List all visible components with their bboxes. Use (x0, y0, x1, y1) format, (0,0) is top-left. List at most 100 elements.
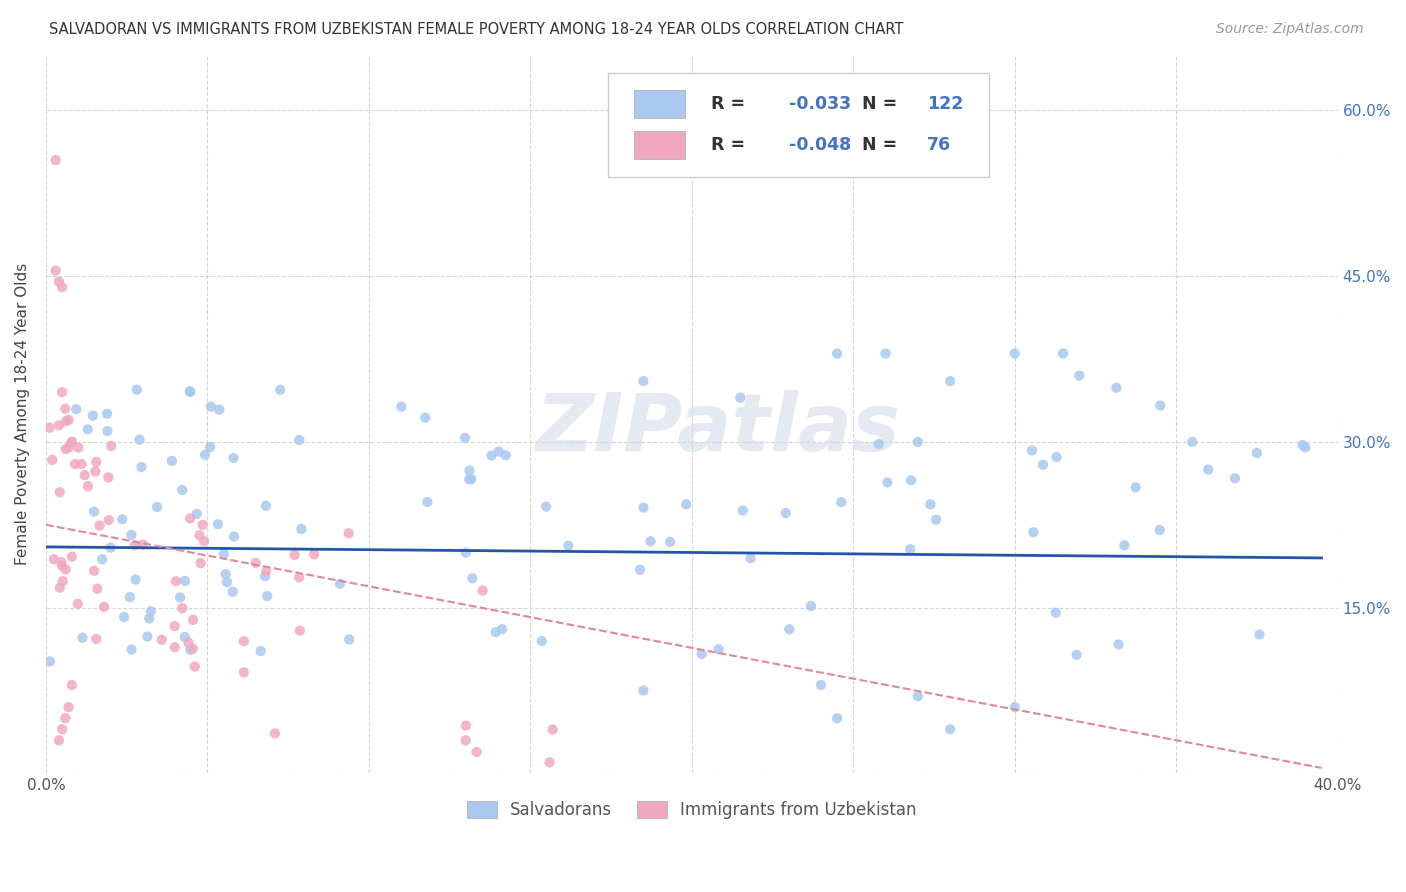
Point (51, 280, 73, 294)
Point (160, 454, 183, 468)
Point (830, 495, 852, 509)
Text: Source: ZipAtlas.com: Source: ZipAtlas.com (1216, 22, 1364, 37)
Point (53, 401, 76, 416)
Point (925, 513, 948, 527)
Point (876, 475, 898, 490)
Point (179, 511, 201, 525)
Point (212, 547, 235, 561)
Point (215, 575, 238, 590)
Point (264, 726, 287, 740)
Point (1291, 438, 1313, 452)
Point (245, 556, 267, 570)
Point (58, 700, 80, 714)
Point (454, 733, 477, 747)
Text: 76: 76 (927, 136, 950, 154)
Point (232, 665, 254, 680)
Point (67, 441, 90, 455)
Point (42, 552, 65, 566)
Point (232, 634, 254, 648)
Point (534, 500, 557, 514)
Point (337, 526, 360, 541)
Point (83, 505, 105, 519)
Point (538, 756, 561, 770)
Point (208, 402, 231, 417)
Point (131, 460, 153, 475)
Legend: Salvadorans, Immigrants from Uzbekistan: Salvadorans, Immigrants from Uzbekistan (460, 795, 924, 826)
Point (146, 500, 169, 514)
Point (82, 409, 104, 423)
Point (48, 275, 70, 289)
Point (939, 723, 962, 737)
Point (778, 622, 800, 636)
Point (186, 507, 208, 521)
Point (254, 499, 277, 513)
Point (471, 583, 494, 598)
Point (181, 641, 204, 656)
Point (163, 640, 186, 655)
Point (284, 548, 307, 562)
Point (183, 659, 205, 673)
Point (810, 678, 832, 692)
Point (194, 448, 217, 462)
Point (900, 473, 922, 487)
Point (1197, 462, 1219, 476)
Point (52, 574, 75, 589)
Point (179, 643, 201, 657)
Point (1181, 434, 1204, 449)
Point (51, 723, 73, 737)
Point (112, 610, 135, 624)
Point (173, 630, 195, 644)
Point (775, 506, 797, 520)
Point (84, 632, 107, 646)
Point (1114, 538, 1136, 552)
Point (491, 622, 513, 636)
Point (1149, 523, 1171, 537)
Point (72, 631, 94, 645)
Point (825, 346, 848, 360)
Point (125, 383, 148, 397)
Point (1069, 368, 1091, 383)
Text: ZIPatlas: ZIPatlas (536, 390, 900, 467)
Text: N =: N = (862, 136, 897, 154)
Point (58, 441, 80, 455)
Point (83, 564, 105, 578)
Point (458, 472, 481, 486)
Point (1045, 606, 1067, 620)
Point (60, 549, 83, 564)
Point (1246, 446, 1268, 460)
Point (465, 745, 488, 759)
Point (100, 541, 122, 555)
Point (60, 434, 83, 449)
Point (198, 440, 221, 454)
Point (1032, 458, 1054, 472)
Text: N =: N = (862, 95, 897, 113)
Point (800, 599, 823, 613)
Point (111, 512, 134, 526)
Point (136, 630, 159, 644)
Bar (634, 90, 685, 118)
Point (731, 503, 754, 517)
Point (633, 683, 655, 698)
Point (707, 642, 730, 657)
Point (728, 391, 751, 405)
Point (290, 522, 312, 536)
Point (254, 564, 277, 578)
Point (329, 576, 352, 591)
Point (73, 468, 96, 483)
Point (458, 464, 481, 478)
Point (939, 374, 962, 388)
Point (898, 542, 921, 557)
Point (190, 556, 212, 570)
Point (172, 483, 194, 497)
Point (96, 424, 118, 438)
Point (188, 528, 211, 542)
Point (633, 374, 655, 388)
Point (100, 439, 122, 453)
Point (207, 517, 229, 532)
Point (48, 418, 70, 433)
Point (222, 530, 245, 544)
Point (1105, 381, 1128, 395)
Point (1149, 399, 1171, 413)
Point (77, 479, 100, 493)
Point (454, 545, 477, 559)
